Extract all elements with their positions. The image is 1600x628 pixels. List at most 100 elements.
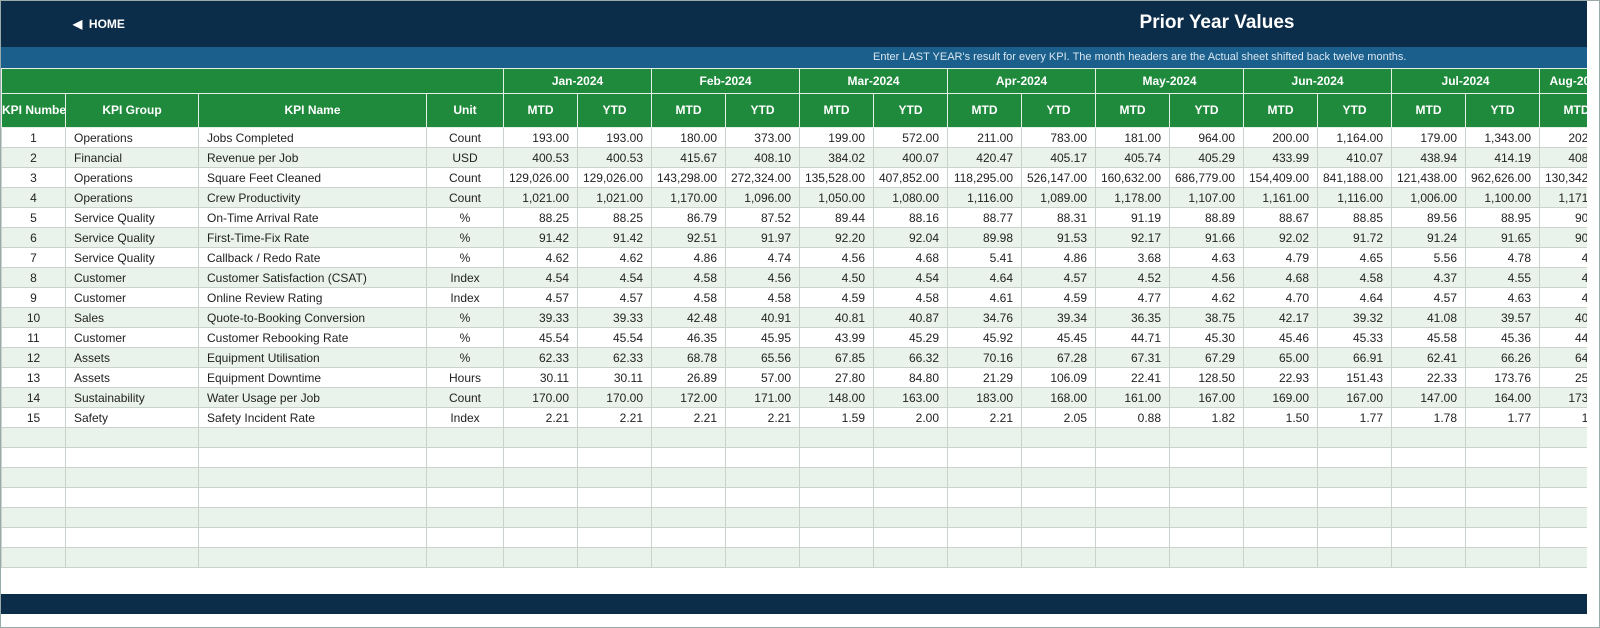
data-row: 2 Financial Revenue per Job USD 400.53 400.53…	[1, 147, 1587, 168]
value-cell: 1,164.00	[1317, 127, 1393, 148]
value-cell: 4.57	[1539, 267, 1587, 288]
empty-cell	[1095, 507, 1171, 528]
value-cell: 167.00	[1317, 387, 1393, 408]
value-cell: 128.50	[1169, 367, 1245, 388]
period-header: YTD	[1317, 93, 1393, 128]
empty-cell	[503, 547, 578, 568]
cell: Index	[426, 287, 504, 308]
value-cell: 168.00	[1020, 387, 1097, 408]
value-cell: 4.58	[1317, 267, 1393, 288]
data-row: 9 Customer Online Review Rating Index 4.57 4.…	[1, 287, 1587, 308]
value-cell: 64.43	[1539, 347, 1587, 368]
value-cell: 135,528.00	[799, 167, 874, 188]
kpi-table: Jan-2024 Feb-2024 Mar-2024 Apr-2024 May-2024…	[1, 68, 1587, 568]
empty-cell	[1391, 547, 1467, 568]
page-title: Prior Year Values	[1139, 12, 1295, 33]
value-cell: 193.00	[503, 127, 578, 148]
empty-cell	[1391, 447, 1467, 468]
value-cell: 415.67	[651, 147, 726, 168]
value-cell: 3.68	[1095, 247, 1171, 268]
value-cell: 1.78	[1391, 407, 1467, 428]
value-cell: 167.00	[1169, 387, 1245, 408]
empty-cell	[799, 427, 874, 448]
period-header: MTD	[799, 93, 874, 128]
empty-cell	[947, 487, 1022, 508]
value-cell: 88.77	[947, 207, 1022, 228]
value-cell: 408.10	[725, 147, 800, 168]
empty-cell	[503, 467, 578, 488]
month-header: May-2024	[1095, 68, 1245, 94]
empty-cell	[1539, 447, 1587, 468]
cell: %	[426, 207, 504, 228]
value-cell: 1,006.00	[1391, 187, 1467, 208]
empty-cell	[1, 507, 66, 528]
empty-cell	[503, 427, 578, 448]
value-cell: 173.76	[1465, 367, 1541, 388]
empty-cell	[947, 427, 1022, 448]
empty-cell	[1465, 507, 1541, 528]
value-cell: 4.63	[1169, 247, 1245, 268]
value-cell: 180.00	[651, 127, 726, 148]
value-cell: 4.61	[947, 287, 1022, 308]
value-cell: 43.99	[799, 327, 874, 348]
header-row: KPI Number KPI Group KPI Name Unit MTD YTD MTD…	[1, 93, 1587, 128]
value-cell: 4.74	[725, 247, 800, 268]
empty-cell	[1317, 447, 1393, 468]
empty-cell	[1, 427, 66, 448]
value-cell: 211.00	[947, 127, 1022, 148]
value-cell: 118,295.00	[947, 167, 1022, 188]
value-cell: 526,147.00	[1020, 167, 1097, 188]
value-cell: 65.00	[1243, 347, 1319, 368]
header-row: Jan-2024 Feb-2024 Mar-2024 Apr-2024 May-2024…	[1, 68, 1587, 94]
empty-cell	[1465, 447, 1541, 468]
empty-cell	[1317, 467, 1393, 488]
value-cell: 88.85	[1317, 207, 1393, 228]
home-label[interactable]: HOME	[88, 17, 125, 31]
empty-cell	[947, 527, 1022, 548]
empty-cell	[725, 447, 800, 468]
value-cell: 148.00	[799, 387, 874, 408]
value-cell: 408.14	[1539, 147, 1587, 168]
value-cell: 4.62	[503, 247, 578, 268]
home-button[interactable]: ◀ HOME	[73, 17, 125, 31]
empty-cell	[1243, 487, 1319, 508]
cell: Assets	[65, 367, 199, 388]
empty-cell	[1243, 427, 1319, 448]
period-header: MTD	[1095, 93, 1171, 128]
empty-row	[1, 487, 1587, 508]
value-cell: 407,852.00	[873, 167, 948, 188]
value-cell: 4.57	[1391, 287, 1467, 308]
value-cell: 30.11	[577, 367, 652, 388]
value-cell: 169.00	[1243, 387, 1319, 408]
value-cell: 405.17	[1020, 147, 1097, 168]
empty-cell	[1317, 547, 1393, 568]
value-cell: 67.29	[1169, 347, 1245, 368]
value-cell: 2.21	[725, 407, 800, 428]
value-cell: 1,116.00	[1317, 187, 1393, 208]
empty-cell	[873, 427, 948, 448]
value-cell: 4.58	[651, 287, 726, 308]
cell: Crew Productivity	[198, 187, 427, 208]
cell: 4	[1, 187, 66, 208]
value-cell: 4.56	[1169, 267, 1245, 288]
value-cell: 2.21	[651, 407, 726, 428]
value-cell: 90.46	[1539, 227, 1587, 248]
value-cell: 1,178.00	[1095, 187, 1171, 208]
empty-cell	[1317, 487, 1393, 508]
empty-cell	[651, 467, 726, 488]
empty-cell	[873, 547, 948, 568]
value-cell: 89.98	[947, 227, 1022, 248]
instruction-text: Enter LAST YEAR's result for every KPI. …	[873, 51, 1407, 63]
cell: %	[426, 347, 504, 368]
value-cell: 4.54	[577, 267, 652, 288]
value-cell: 1.50	[1243, 407, 1319, 428]
empty-cell	[198, 547, 427, 568]
data-row: 6 Service Quality First-Time-Fix Rate% 91.4…	[1, 227, 1587, 248]
value-cell: 1,170.00	[651, 187, 726, 208]
empty-cell	[799, 507, 874, 528]
value-cell: 68.78	[651, 347, 726, 368]
value-cell: 45.58	[1391, 327, 1467, 348]
empty-cell	[577, 547, 652, 568]
value-cell: 121,438.00	[1391, 167, 1467, 188]
cell: Sustainability	[65, 387, 199, 408]
